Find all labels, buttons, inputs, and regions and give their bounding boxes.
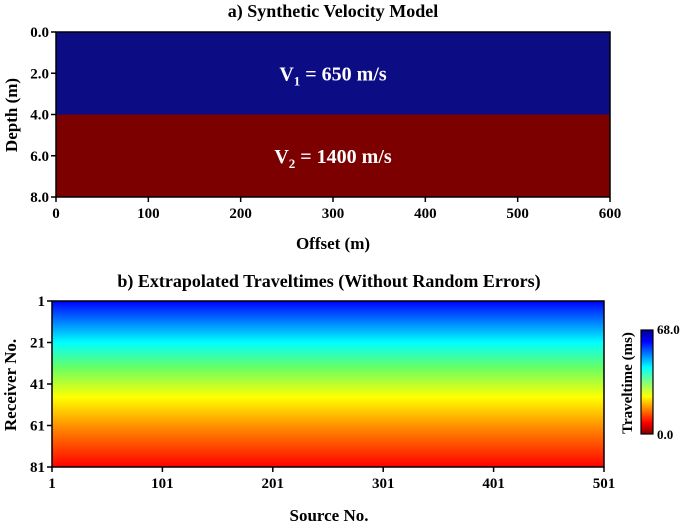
panel-a-x-ticks: 0 100 200 300 400 500 600 (52, 197, 621, 222)
x-tick-label: 200 (229, 206, 252, 222)
traveltime-heatmap (52, 301, 604, 467)
y-tick-label: 1 (38, 294, 46, 310)
x-tick-label: 301 (372, 476, 395, 492)
velocity-value: = 1400 m/s (295, 146, 392, 168)
traveltime-plot-area (51, 300, 605, 468)
panel-a-title: a) Synthetic Velocity Model (228, 1, 438, 22)
velocity-value: = 650 m/s (300, 63, 387, 85)
x-tick-label: 201 (262, 476, 285, 492)
velocity-layer-label-2: V2 = 1400 m/s (274, 146, 392, 171)
x-tick-label: 500 (506, 206, 529, 222)
x-tick-label: 1 (48, 476, 56, 492)
velocity-model-panel: a) Synthetic Velocity Model V1 = 650 m/s… (2, 1, 621, 253)
y-tick-label: 0.0 (30, 25, 49, 41)
x-tick-label: 600 (599, 206, 622, 222)
x-tick-label: 0 (52, 206, 60, 222)
y-tick-label: 81 (30, 460, 45, 476)
y-tick-label: 2.0 (30, 66, 49, 82)
panel-b-title: b) Extrapolated Traveltimes (Without Ran… (117, 271, 540, 292)
y-tick-label: 4.0 (30, 108, 49, 124)
x-tick-label: 501 (593, 476, 616, 492)
panel-a-y-ticks: 0.0 2.0 4.0 6.0 8.0 (30, 25, 56, 206)
velocity-model-plot-area: V1 = 650 m/sV2 = 1400 m/s (55, 31, 611, 198)
traveltime-colorbar: 68.0 0.0 Traveltime (ms) (620, 322, 680, 442)
y-tick-label: 8.0 (30, 190, 49, 206)
velocity-subscript: 1 (294, 73, 301, 88)
y-tick-label: 61 (30, 419, 45, 435)
x-tick-label: 401 (482, 476, 505, 492)
x-tick-label: 300 (322, 206, 345, 222)
panel-b-x-axis-label: Source No. (289, 506, 368, 523)
panel-b-x-ticks: 1 101 201 301 401 501 (48, 467, 615, 492)
panel-a-y-axis-label: Depth (m) (2, 78, 21, 152)
colorbar-label: Traveltime (ms) (620, 332, 636, 434)
velocity-layer-2 (56, 114, 610, 197)
colorbar-max-label: 68.0 (657, 322, 680, 337)
panel-a-x-axis-label: Offset (m) (296, 234, 370, 253)
y-tick-label: 21 (30, 336, 45, 352)
y-tick-label: 6.0 (30, 149, 49, 165)
velocity-layer-1 (56, 32, 610, 115)
velocity-symbol: V (279, 63, 294, 85)
x-tick-label: 400 (414, 206, 437, 222)
colorbar-min-label: 0.0 (657, 427, 673, 442)
panel-b-y-ticks: 1 21 41 61 81 (30, 294, 52, 476)
y-tick-label: 41 (30, 377, 45, 393)
velocity-layer-label-1: V1 = 650 m/s (279, 63, 387, 88)
colorbar-gradient (640, 329, 654, 435)
velocity-subscript: 2 (289, 156, 296, 171)
x-tick-label: 100 (137, 206, 160, 222)
velocity-symbol: V (274, 146, 289, 168)
traveltime-panel: b) Extrapolated Traveltimes (Without Ran… (1, 271, 680, 523)
x-tick-label: 101 (151, 476, 174, 492)
panel-b-y-axis-label: Receiver No. (1, 339, 20, 431)
